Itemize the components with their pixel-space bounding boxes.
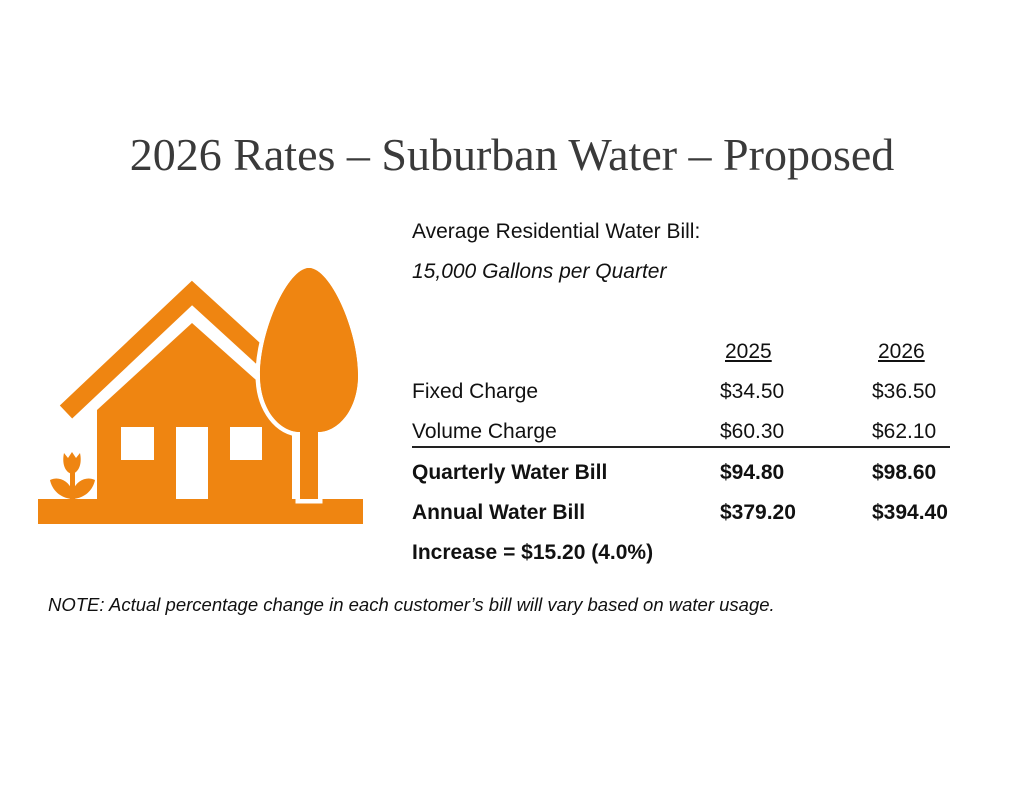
- column-header-2026: 2026: [878, 340, 925, 363]
- row-value-2025: $94.80: [720, 461, 785, 484]
- row-value-2025: $379.20: [720, 501, 796, 524]
- row-label: Annual Water Bill: [412, 501, 586, 524]
- row-value-2026: $98.60: [872, 461, 937, 484]
- bill-heading: Average Residential Water Bill:: [412, 220, 701, 243]
- page-title: 2026 Rates – Suburban Water – Proposed: [129, 129, 895, 180]
- row-value-2026: $62.10: [872, 420, 937, 443]
- row-value-2026: $36.50: [872, 380, 937, 403]
- usage-label: 15,000 Gallons per Quarter: [412, 260, 667, 283]
- subtotal-divider: [412, 446, 950, 448]
- increase-summary: Increase = $15.20 (4.0%): [412, 541, 654, 564]
- row-value-2025: $60.30: [720, 420, 785, 443]
- row-value-2025: $34.50: [720, 380, 785, 403]
- row-value-2026: $394.40: [872, 501, 948, 524]
- row-label: Quarterly Water Bill: [412, 461, 608, 484]
- column-header-2025: 2025: [725, 340, 772, 363]
- row-label: Fixed Charge: [412, 380, 539, 403]
- footnote: NOTE: Actual percentage change in each c…: [48, 594, 775, 615]
- row-label: Volume Charge: [412, 420, 557, 443]
